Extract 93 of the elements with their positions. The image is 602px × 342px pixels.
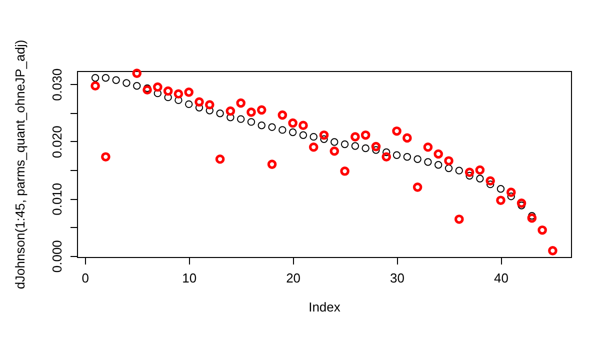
point <box>226 114 234 122</box>
point <box>268 123 276 131</box>
point <box>133 82 141 90</box>
point <box>528 212 536 220</box>
x-tick-label: 20 <box>286 270 301 286</box>
point <box>548 246 558 256</box>
point <box>516 198 526 208</box>
point <box>288 128 297 136</box>
point <box>403 153 412 161</box>
point <box>464 168 474 177</box>
point <box>278 110 288 120</box>
point <box>298 120 308 130</box>
x-tick-label: 10 <box>182 270 197 286</box>
point <box>330 146 340 156</box>
point <box>236 115 245 123</box>
point <box>102 74 110 82</box>
point <box>486 180 494 188</box>
point <box>163 86 173 96</box>
point <box>444 164 453 172</box>
point <box>310 132 318 141</box>
x-axis-title: Index <box>308 300 341 314</box>
point <box>402 133 412 143</box>
point <box>414 155 422 163</box>
y-tick-label: 0.030 <box>50 68 64 101</box>
point <box>132 68 142 78</box>
y-axis-title: dJohnson(1:45, parms_quant_ohneJP_adj) <box>12 40 28 290</box>
point <box>204 100 214 110</box>
point <box>350 132 360 142</box>
point <box>527 213 537 223</box>
point <box>538 225 547 235</box>
point <box>142 85 152 95</box>
point <box>351 142 360 150</box>
point <box>185 100 193 108</box>
x-tick-label: 40 <box>494 270 508 286</box>
point <box>382 148 390 156</box>
point <box>412 182 422 192</box>
point <box>90 81 100 91</box>
point <box>330 138 338 146</box>
point <box>486 176 495 186</box>
point <box>496 185 505 193</box>
y-tick-label: 0.000 <box>50 240 64 273</box>
point <box>308 142 318 152</box>
point <box>112 76 120 84</box>
point <box>299 131 308 139</box>
x-tick-label: 0 <box>82 270 90 286</box>
point <box>215 154 225 164</box>
point <box>320 135 328 143</box>
point <box>246 108 256 117</box>
point <box>434 161 442 169</box>
point <box>360 130 370 140</box>
point <box>319 130 329 140</box>
point <box>194 97 204 107</box>
point <box>454 214 464 224</box>
point <box>184 88 194 97</box>
point <box>507 192 515 200</box>
point <box>475 165 485 175</box>
point <box>340 140 349 148</box>
point <box>434 149 444 159</box>
point <box>392 126 402 136</box>
point <box>340 166 350 176</box>
point <box>226 106 236 116</box>
y-tick-label: 0.020 <box>50 126 64 158</box>
point <box>206 106 214 114</box>
y-tick-label: 0.010 <box>50 182 64 216</box>
point <box>247 118 256 126</box>
point <box>258 122 266 130</box>
point <box>122 79 130 87</box>
point <box>236 98 246 108</box>
point <box>506 188 516 197</box>
point <box>518 202 526 210</box>
point <box>382 152 392 162</box>
point <box>476 174 484 182</box>
point <box>423 142 433 152</box>
point <box>371 142 381 152</box>
point <box>101 152 110 162</box>
x-tick-label: 30 <box>390 270 405 286</box>
point <box>195 104 204 112</box>
point <box>362 144 370 152</box>
point <box>372 146 380 154</box>
point <box>444 156 454 166</box>
point <box>256 105 266 115</box>
point <box>424 158 432 166</box>
point <box>455 166 463 174</box>
point <box>174 89 184 99</box>
point <box>216 110 224 118</box>
point <box>392 151 401 159</box>
point <box>466 172 474 180</box>
point <box>267 160 277 169</box>
point <box>288 118 298 128</box>
point <box>153 82 162 92</box>
point <box>91 74 100 82</box>
point <box>278 126 286 134</box>
point <box>496 196 506 205</box>
